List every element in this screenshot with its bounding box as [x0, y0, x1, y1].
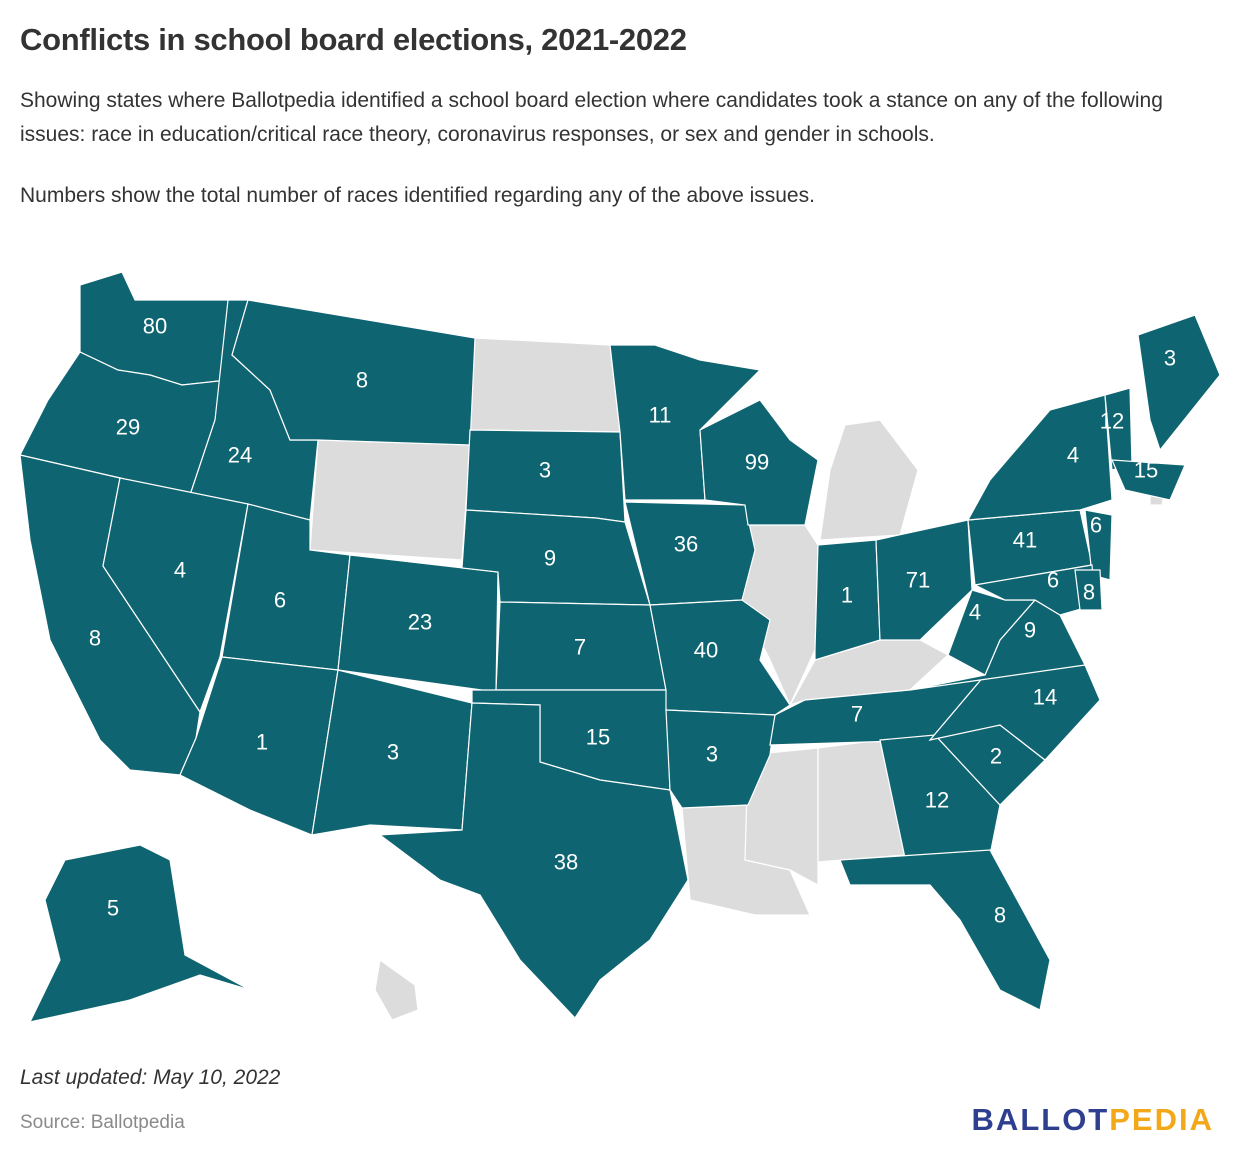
state-ma: [1111, 459, 1186, 501]
state-ny: [966, 394, 1113, 521]
state-nv: [102, 477, 249, 714]
state-label-in: 1: [841, 583, 853, 608]
chart-title: Conflicts in school board elections, 202…: [20, 22, 687, 57]
state-me: [1137, 314, 1221, 452]
state-label-sc: 2: [990, 744, 1002, 769]
state-label-me: 3: [1164, 346, 1176, 371]
state-wy: [309, 439, 471, 561]
state-label-vt: 12: [1100, 409, 1124, 434]
state-de: [1074, 569, 1103, 611]
state-hi: [374, 958, 419, 1021]
state-label-nc: 14: [1033, 685, 1057, 710]
state-mo: [649, 599, 791, 716]
state-ia: [624, 501, 756, 606]
state-label-wi: 99: [745, 450, 769, 475]
state-ms: [744, 747, 819, 887]
state-tx: [378, 702, 689, 1019]
state-label-tx: 38: [554, 850, 578, 875]
state-label-mo: 40: [694, 638, 718, 663]
state-label-nv: 4: [174, 558, 186, 583]
state-label-ca: 8: [89, 626, 101, 651]
state-ga: [879, 734, 1001, 859]
state-label-nm: 3: [387, 740, 399, 765]
state-fl: [839, 849, 1051, 1011]
chart-note: Numbers show the total number of races i…: [20, 184, 815, 207]
state-ak: [28, 844, 251, 1023]
chart-description: Showing states where Ballotpedia identif…: [20, 89, 1163, 146]
state-label-ny: 4: [1067, 443, 1079, 468]
state-label-mn: 11: [649, 403, 672, 428]
state-label-tn: 7: [851, 702, 863, 727]
state-label-ga: 12: [925, 788, 949, 813]
state-label-md: 6: [1047, 568, 1059, 593]
state-label-de: 8: [1083, 580, 1095, 605]
state-label-sd: 3: [539, 458, 551, 483]
state-label-wa: 80: [143, 314, 167, 339]
state-label-ne: 9: [544, 546, 556, 571]
state-label-wv: 4: [969, 600, 981, 625]
state-label-ar: 3: [706, 742, 718, 767]
ballotpedia-logo: BALLOTPEDIA: [971, 1102, 1214, 1137]
state-label-ak: 5: [107, 896, 119, 921]
state-label-fl: 8: [994, 903, 1006, 928]
state-md: [973, 564, 1096, 616]
state-mt: [231, 299, 476, 446]
source-note: Source: Ballotpedia: [20, 1112, 185, 1133]
state-label-ma: 15: [1134, 458, 1158, 483]
state-label-ks: 7: [574, 635, 586, 660]
us-map: 8029824486123339715381136403991717128214…: [19, 271, 1221, 1023]
state-label-co: 23: [408, 610, 432, 635]
state-label-mt: 8: [356, 368, 368, 393]
state-label-ok: 15: [586, 725, 610, 750]
state-label-va: 9: [1024, 618, 1036, 643]
state-label-nj: 6: [1090, 513, 1102, 538]
state-in: [814, 539, 881, 661]
state-label-pa: 41: [1013, 528, 1037, 553]
state-label-or: 29: [116, 415, 140, 440]
state-mi: [819, 419, 919, 541]
state-nj: [1084, 509, 1113, 581]
state-label-ut: 6: [274, 588, 286, 613]
state-wi: [699, 399, 819, 526]
state-label-oh: 71: [906, 568, 930, 593]
state-nm: [311, 669, 473, 836]
state-label-ia: 36: [674, 532, 698, 557]
state-nd: [469, 337, 621, 433]
state-label-az: 1: [256, 730, 268, 755]
state-label-id: 24: [228, 443, 252, 468]
state-oh: [875, 519, 973, 641]
last-updated: Last updated: May 10, 2022: [20, 1066, 281, 1089]
